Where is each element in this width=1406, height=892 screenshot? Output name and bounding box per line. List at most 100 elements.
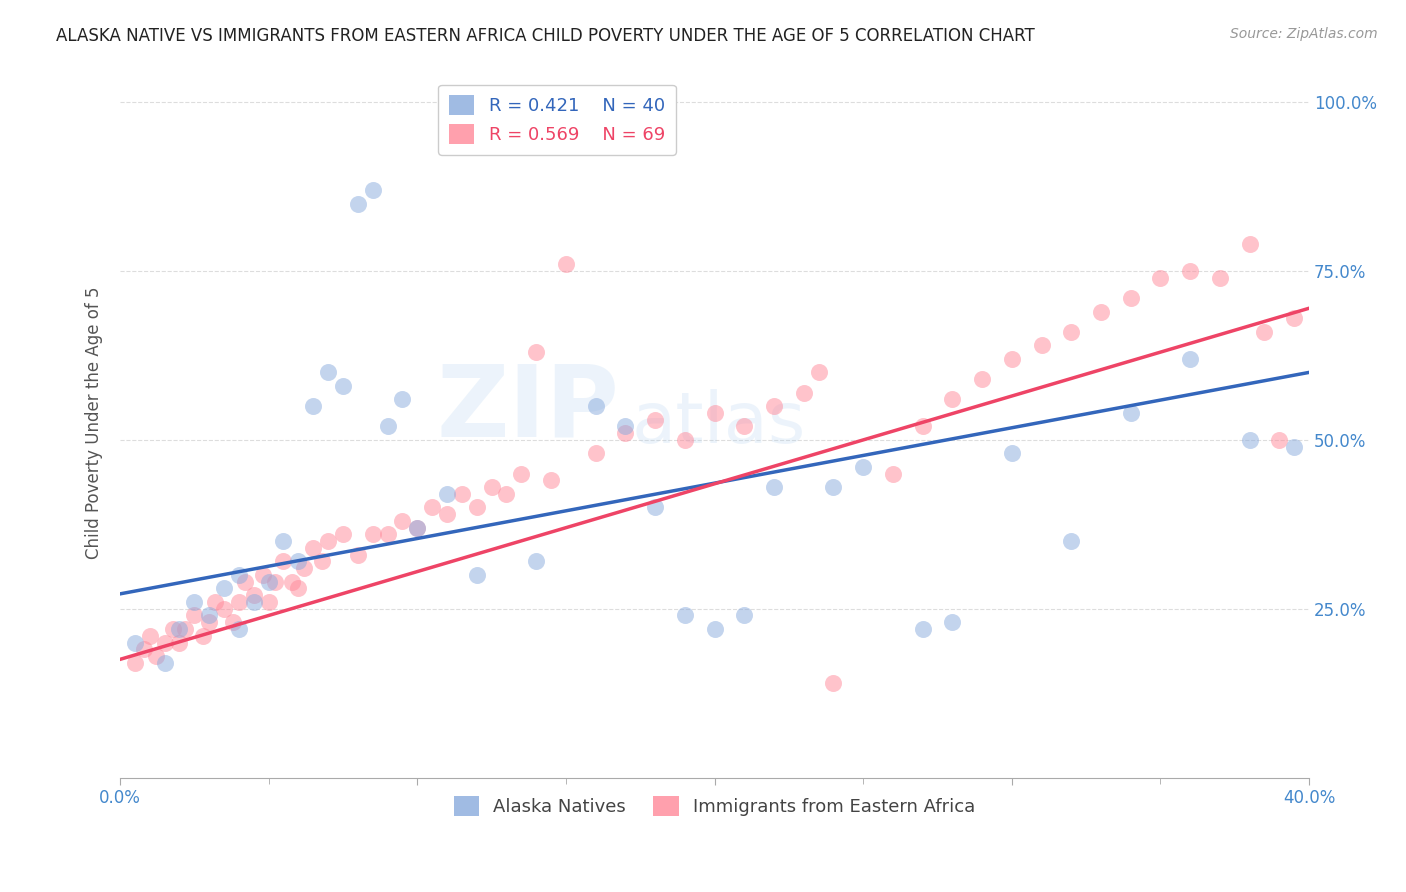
Point: [287, 554, 309, 568]
Point: [228, 622, 250, 636]
Point: [554, 257, 576, 271]
Point: [1119, 406, 1142, 420]
Point: [302, 399, 325, 413]
Point: [132, 642, 155, 657]
Point: [242, 595, 264, 609]
Point: [257, 574, 280, 589]
Point: [153, 656, 176, 670]
Point: [332, 527, 354, 541]
Point: [124, 635, 146, 649]
Point: [1001, 351, 1024, 366]
Point: [406, 521, 429, 535]
Point: [361, 183, 384, 197]
Point: [292, 561, 315, 575]
Point: [733, 419, 755, 434]
Point: [332, 379, 354, 393]
Point: [1268, 433, 1291, 447]
Point: [316, 534, 339, 549]
Point: [420, 500, 443, 515]
Point: [585, 399, 607, 413]
Point: [1209, 270, 1232, 285]
Point: [762, 399, 785, 413]
Point: [198, 608, 221, 623]
Point: [524, 345, 547, 359]
Point: [204, 595, 226, 609]
Point: [183, 595, 205, 609]
Point: [540, 474, 562, 488]
Point: [1060, 534, 1083, 549]
Point: [644, 500, 666, 515]
Point: [852, 459, 875, 474]
Point: [644, 412, 666, 426]
Point: [970, 372, 993, 386]
Point: [823, 480, 845, 494]
Point: [524, 554, 547, 568]
Point: [287, 582, 309, 596]
Point: [1031, 338, 1053, 352]
Point: [183, 608, 205, 623]
Point: [450, 487, 472, 501]
Point: [193, 629, 215, 643]
Point: [1282, 440, 1305, 454]
Point: [138, 629, 160, 643]
Text: ALASKA NATIVE VS IMMIGRANTS FROM EASTERN AFRICA CHILD POVERTY UNDER THE AGE OF 5: ALASKA NATIVE VS IMMIGRANTS FROM EASTERN…: [56, 27, 1035, 45]
Point: [263, 574, 285, 589]
Point: [614, 426, 637, 441]
Point: [273, 554, 295, 568]
Point: [273, 534, 295, 549]
Point: [614, 419, 637, 434]
Point: [941, 392, 963, 407]
Point: [1239, 237, 1261, 252]
Point: [793, 385, 815, 400]
Point: [481, 480, 503, 494]
Point: [377, 419, 399, 434]
Point: [233, 574, 256, 589]
Point: [1060, 325, 1083, 339]
Point: [1282, 311, 1305, 326]
Point: [911, 419, 934, 434]
Point: [673, 608, 696, 623]
Point: [406, 521, 429, 535]
Point: [823, 676, 845, 690]
Point: [911, 622, 934, 636]
Point: [162, 622, 184, 636]
Point: [1149, 270, 1171, 285]
Point: [465, 568, 488, 582]
Point: [436, 487, 458, 501]
Point: [1239, 433, 1261, 447]
Point: [169, 622, 191, 636]
Point: [302, 541, 325, 555]
Point: [733, 608, 755, 623]
Point: [703, 622, 725, 636]
Point: [510, 467, 533, 481]
Point: [153, 635, 176, 649]
Point: [212, 582, 235, 596]
Point: [361, 527, 384, 541]
Point: [346, 548, 368, 562]
Text: atlas: atlas: [631, 389, 806, 458]
Point: [212, 601, 235, 615]
Point: [316, 365, 339, 379]
Point: [174, 622, 197, 636]
Point: [703, 406, 725, 420]
Point: [495, 487, 517, 501]
Point: [1178, 351, 1201, 366]
Text: Source: ZipAtlas.com: Source: ZipAtlas.com: [1230, 27, 1378, 41]
Y-axis label: Child Poverty Under the Age of 5: Child Poverty Under the Age of 5: [86, 287, 103, 559]
Point: [391, 392, 413, 407]
Point: [1090, 304, 1112, 318]
Point: [1178, 264, 1201, 278]
Point: [228, 595, 250, 609]
Point: [198, 615, 221, 630]
Point: [377, 527, 399, 541]
Point: [807, 365, 830, 379]
Point: [145, 648, 167, 663]
Point: [311, 554, 333, 568]
Point: [762, 480, 785, 494]
Point: [346, 196, 368, 211]
Point: [585, 446, 607, 460]
Point: [1253, 325, 1275, 339]
Point: [242, 588, 264, 602]
Point: [436, 507, 458, 521]
Point: [222, 615, 245, 630]
